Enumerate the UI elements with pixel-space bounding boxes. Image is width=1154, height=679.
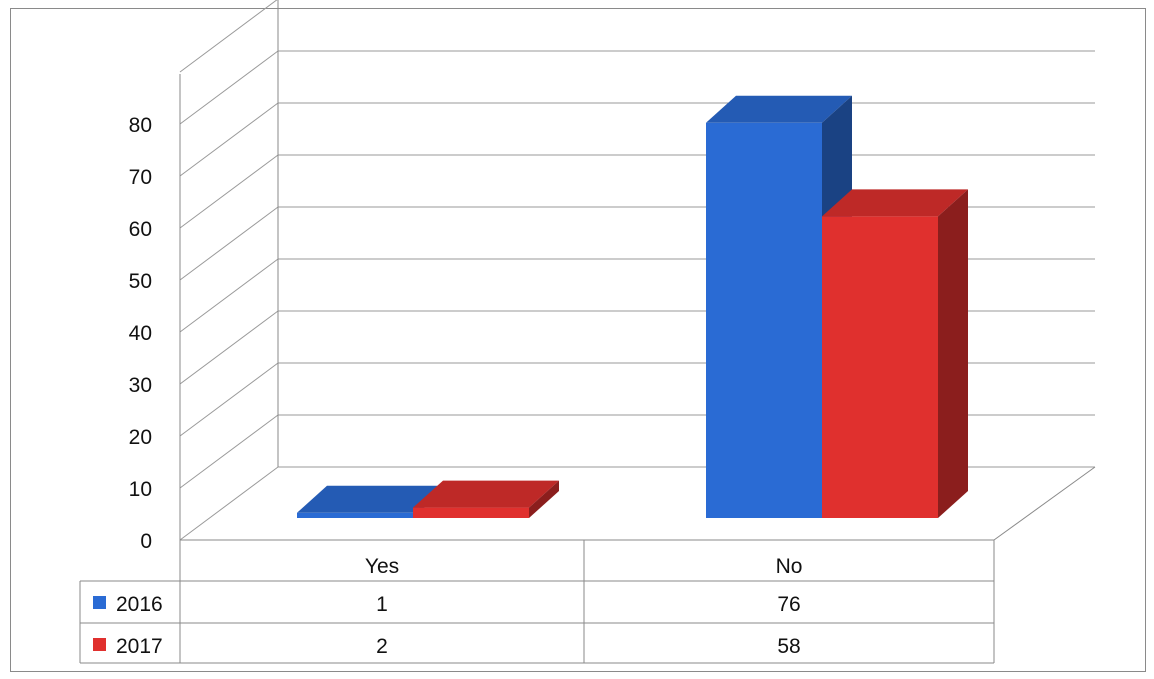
y-tick-label: 40 [129, 322, 152, 345]
floor-right-edge [993, 466, 1096, 541]
bar-side-face [938, 189, 968, 518]
side-gridline [179, 310, 279, 385]
y-tick-label: 60 [129, 218, 152, 241]
legend-label: 2017 [116, 635, 163, 658]
y-tick-label: 30 [129, 374, 152, 397]
bar-front-face [413, 507, 529, 518]
side-gridline [179, 258, 279, 333]
side-gridline [179, 50, 279, 125]
bar-top-face [297, 485, 443, 513]
y-tick-label: 50 [129, 270, 152, 293]
y-tick-label: 20 [129, 426, 152, 449]
side-gridline [179, 466, 279, 541]
bar-front-face [297, 512, 413, 518]
y-tick-label: 80 [129, 114, 152, 137]
chart-walls [179, 0, 1096, 541]
legend-label: 2016 [116, 593, 163, 616]
bar-top-face [706, 95, 852, 123]
bar-front-face [822, 216, 938, 518]
y-tick-label: 10 [129, 478, 152, 501]
side-gridline [179, 362, 279, 437]
table-value-cell: 1 [376, 593, 388, 616]
bar-front-face [706, 122, 822, 519]
bar-series [297, 95, 968, 519]
bar-top-face [822, 189, 968, 217]
data-table: Yes No 2016 1 76 2017 2 58 [79, 540, 995, 664]
side-gridline [179, 0, 278, 73]
table-value-cell: 2 [376, 635, 388, 658]
legend-key-2016 [93, 596, 106, 609]
table-header-cell: No [776, 555, 803, 578]
y-tick-label: 70 [129, 166, 152, 189]
table-value-cell: 58 [777, 635, 800, 658]
table-value-cell: 76 [777, 593, 800, 616]
side-gridline [179, 414, 279, 489]
legend-key-2017 [93, 638, 106, 651]
bar-no-2017 [822, 189, 968, 518]
bar-side-face [529, 480, 559, 518]
side-gridline [179, 102, 279, 177]
side-gridline [179, 154, 279, 229]
table-header-cell: Yes [365, 555, 399, 578]
y-axis-ticks: 0 10 20 30 40 50 60 70 80 [129, 114, 152, 553]
bar-top-face [413, 480, 559, 508]
bar-yes-2017 [413, 480, 559, 518]
side-gridline [179, 206, 279, 281]
y-tick-label: 0 [140, 530, 152, 553]
